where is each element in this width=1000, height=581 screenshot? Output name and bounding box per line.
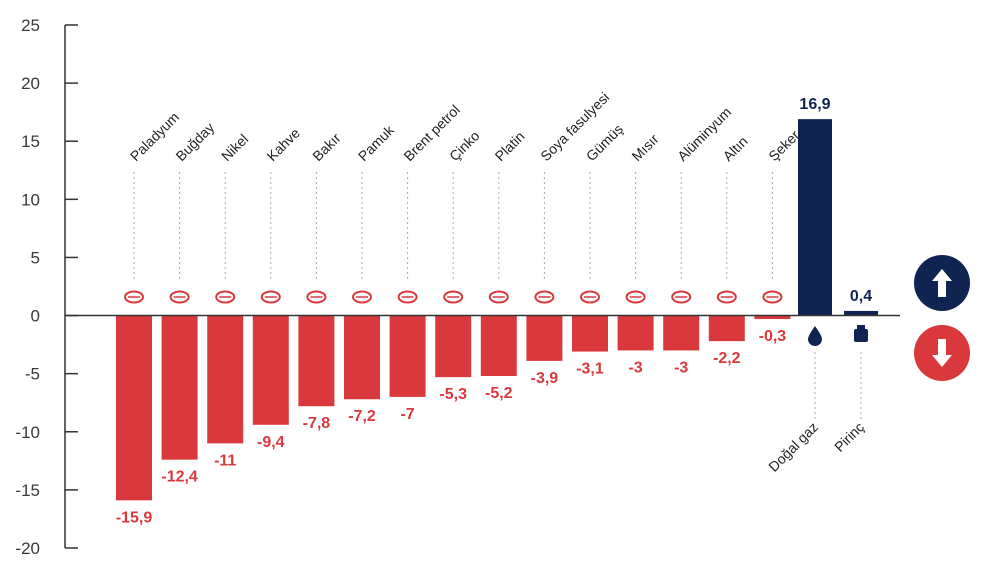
value-label: -3,9 [531,370,559,387]
bar [663,315,700,351]
cotton-icon [352,290,372,304]
soybean-icon [534,290,555,304]
y-tick-label: 20 [21,74,40,93]
bars-icon [580,290,600,304]
bar [435,315,472,378]
value-label: -5,2 [485,385,513,402]
value-label: -0,3 [759,328,787,345]
bar-icon [215,290,236,304]
value-label: -5,3 [439,386,467,403]
arrow-down-icon [914,325,970,381]
y-tick-label: -15 [15,481,40,500]
bar [617,315,654,351]
category-label: Paladyum [127,109,182,164]
value-label: -9,4 [257,434,285,451]
arrow-up-icon [914,255,970,311]
bar [207,315,244,444]
value-label: -7,8 [303,415,331,432]
bar [298,315,335,407]
category-label: Şeker [765,127,802,164]
bar [572,315,608,352]
value-label: 16,9 [799,96,830,113]
category-label: Çinko [446,127,483,164]
bar [480,315,517,376]
y-tick-label: 5 [31,248,40,267]
corn-icon [625,290,646,304]
bar [754,315,791,320]
value-label: -3 [628,359,642,376]
bar [161,315,198,460]
rice-icon [854,325,868,342]
bars-icon [488,290,509,304]
category-label: Doğal gaz [765,419,821,475]
aluminum-icon [671,290,692,304]
value-label: -7,2 [348,408,376,425]
category-label: Buğday [172,119,217,164]
value-label: -3,1 [576,361,604,378]
y-tick-label: 10 [21,190,40,209]
bar [116,315,152,501]
bar-icon [124,290,144,304]
category-label: Pamuk [355,121,398,164]
value-label: -2,2 [713,350,741,367]
bar [389,315,426,397]
bar [252,315,289,425]
y-tick-label: 0 [31,307,40,326]
bar [526,315,563,361]
category-label: Pirinç [831,419,867,455]
category-label: Platin [492,128,528,164]
value-label: -12,4 [161,469,198,486]
y-tick-label: -5 [25,365,40,384]
bar-icon [716,290,737,304]
value-label: 0,4 [850,288,872,305]
bar [844,310,878,316]
y-tick-label: 25 [21,16,40,35]
oil-barrel-icon [397,290,418,304]
category-label: Mısır [628,131,662,165]
gas-flame-icon [808,326,822,346]
value-label: -11 [214,452,236,469]
y-tick-label: -20 [15,539,40,558]
category-label: Kahve [264,125,304,165]
sugar-icon [762,290,783,304]
bar [708,315,745,342]
y-tick-label: 15 [21,132,40,151]
bar-icon [306,290,327,304]
category-label: Bakır [309,129,344,164]
bar-icon [443,290,464,304]
y-tick-label: -10 [15,423,40,442]
category-label: Nikel [218,131,251,164]
wheat-icon [169,290,190,304]
bar [798,119,832,316]
category-label: Gümüş [583,121,626,164]
value-label: -3 [674,359,688,376]
category-label: Altın [720,133,751,164]
coffee-icon [260,290,281,304]
bar [344,315,380,400]
value-label: -7 [400,406,414,423]
value-label: -15,9 [116,509,153,526]
